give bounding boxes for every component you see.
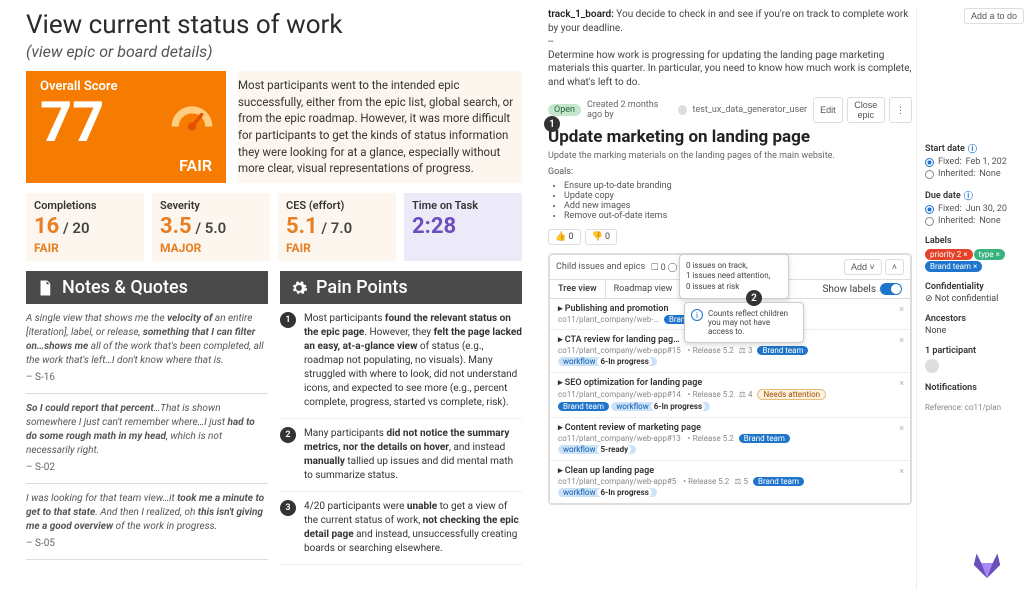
callout-1: 1 — [544, 116, 560, 132]
notifications-label: Notifications — [925, 383, 1024, 393]
pain-point-item: 34/20 participants were unable to get a … — [280, 492, 522, 565]
author-name: test_ux_data_generator_user — [693, 105, 808, 115]
reference-text: Reference: co11/plan — [925, 403, 1024, 412]
show-labels-text: Show labels — [822, 284, 876, 295]
add-todo-button[interactable]: Add a to do — [964, 8, 1024, 24]
due-inherited-radio[interactable] — [925, 217, 934, 226]
metrics-row: Completions 16 / 20 FAIRSeverity 3.5 / 5… — [26, 193, 522, 261]
metric-card: Completions 16 / 20 FAIR — [26, 193, 144, 261]
quote-item: So I could report that percent…That is s… — [26, 394, 268, 484]
info-icon: i — [691, 309, 703, 321]
due-fixed-radio[interactable] — [925, 205, 934, 214]
metric-card: Time on Task 2:28 — [404, 193, 522, 261]
confidentiality-label: Confidentiality — [925, 282, 1024, 292]
child-issues-label: Child issues and epics — [556, 262, 645, 272]
overall-score-card: Overall Score 77 FAIR — [26, 71, 226, 183]
quotes-list: A single view that shows me the velocity… — [26, 304, 268, 560]
participant-avatar — [925, 359, 939, 373]
edit-button[interactable]: Edit — [813, 97, 843, 123]
start-inherited-radio[interactable] — [925, 170, 934, 179]
show-labels-toggle[interactable] — [880, 283, 902, 295]
close-icon[interactable]: × — [899, 379, 904, 389]
score-rating: FAIR — [179, 156, 212, 175]
close-icon[interactable]: × — [899, 424, 904, 434]
metric-card: Severity 3.5 / 5.0 MAJOR — [152, 193, 270, 261]
gauge-icon — [168, 93, 216, 141]
close-epic-button[interactable]: Close epic — [847, 97, 885, 123]
tab-roadmap-view[interactable]: Roadmap view — [606, 280, 682, 298]
pain-point-item: 1Most participants found the relevant st… — [280, 304, 522, 419]
quote-item: I was looking for that team view…it took… — [26, 484, 268, 560]
summary-text: Most participants went to the intended e… — [238, 71, 522, 183]
quote-item: A single view that shows me the velocity… — [26, 304, 268, 394]
due-date-label: Due date ⓘ — [925, 189, 1024, 202]
start-date-label: Start date ⓘ — [925, 142, 1024, 155]
add-button[interactable]: Add ˅ — [844, 259, 882, 275]
thumbs-down-button[interactable]: 👎 0 — [585, 229, 618, 245]
gear-icon — [290, 279, 308, 297]
ancestors-value: None — [925, 326, 1024, 336]
issue-row[interactable]: ▸ Clean up landing page co11/plant_compa… — [550, 461, 910, 503]
gitlab-logo — [970, 546, 1004, 580]
status-tooltip: 0 issues on track,1 issues need attentio… — [679, 254, 789, 299]
label-pill[interactable]: type × — [974, 249, 1005, 260]
issue-row[interactable]: ▸ SEO optimization for landing page co11… — [550, 373, 910, 418]
task-description: track_1_board: You decide to check in an… — [548, 8, 912, 89]
epic-subtitle: Update the marking materials on the land… — [548, 151, 912, 161]
issue-row[interactable]: ▸ Content review of marketing page co11/… — [550, 418, 910, 461]
close-icon[interactable]: × — [899, 336, 904, 346]
pain-header: Pain Points — [280, 271, 522, 304]
start-fixed-radio[interactable] — [925, 158, 934, 167]
page-subtitle: (view epic or board details) — [26, 42, 522, 61]
label-pill[interactable]: priority 2 × — [925, 249, 973, 260]
epic-goals: Goals: Ensure up-to-date brandingUpdate … — [548, 167, 912, 221]
confidentiality-value: ⊘ Not confidential — [925, 294, 1024, 304]
metric-card: CES (effort) 5.1 / 7.0 FAIR — [278, 193, 396, 261]
avatar — [678, 105, 686, 115]
close-icon[interactable]: × — [899, 467, 904, 477]
close-icon[interactable]: × — [899, 305, 904, 315]
open-badge: Open — [548, 104, 581, 116]
counts-tooltip: i Counts reflect children you may not ha… — [684, 302, 804, 343]
callout-2: 2 — [746, 290, 762, 306]
pain-point-item: 2Many participants did not notice the su… — [280, 419, 522, 492]
tab-tree-view[interactable]: Tree view — [550, 280, 606, 298]
chevron-button[interactable]: ˄ — [885, 259, 904, 275]
created-text: Created 2 months ago by — [587, 100, 672, 120]
participants-label: 1 participant — [925, 346, 1024, 356]
document-icon — [36, 279, 54, 297]
page-title: View current status of work — [26, 10, 522, 40]
more-button[interactable]: ⋮ — [889, 97, 912, 123]
labels-label: Labels — [925, 236, 1024, 246]
notes-header: Notes & Quotes — [26, 271, 268, 304]
label-pill[interactable]: Brand team × — [925, 261, 982, 272]
epic-title: Update marketing on landing page — [548, 127, 912, 147]
thumbs-up-button[interactable]: 👍 0 — [548, 229, 581, 245]
ancestors-label: Ancestors — [925, 314, 1024, 324]
pain-points-list: 1Most participants found the relevant st… — [280, 304, 522, 565]
